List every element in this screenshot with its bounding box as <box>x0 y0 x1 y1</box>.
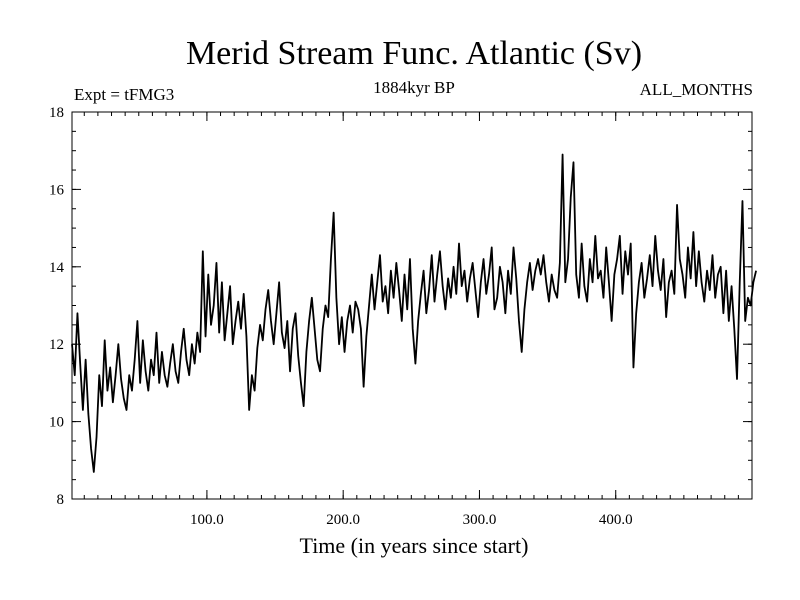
x-tick-label: 200.0 <box>326 512 360 528</box>
experiment-label: Expt = tFMG3 <box>74 85 174 104</box>
y-tick-label: 14 <box>49 260 65 276</box>
plot-frame <box>71 111 753 500</box>
x-tick-label: 400.0 <box>599 512 633 528</box>
chart-title: Merid Stream Func. Atlantic (Sv) <box>186 35 642 72</box>
months-label: ALL_MONTHS <box>640 80 753 99</box>
chart-subtitle: 1884kyr BP <box>373 78 455 97</box>
y-tick-label: 16 <box>49 182 65 198</box>
x-axis-label: Time (in years since start) <box>300 533 529 558</box>
series-line <box>71 153 757 473</box>
y-tick-label: 18 <box>49 105 64 121</box>
y-tick-label: 10 <box>49 415 64 431</box>
y-tick-label: 8 <box>57 492 65 508</box>
x-tick-label: 100.0 <box>190 512 224 528</box>
axis-tick-labels: 8 10 12 14 16 18 100.0 200.0 300.0 400.0 <box>49 105 633 528</box>
y-tick-label: 12 <box>49 337 64 353</box>
x-tick-label: 300.0 <box>463 512 497 528</box>
